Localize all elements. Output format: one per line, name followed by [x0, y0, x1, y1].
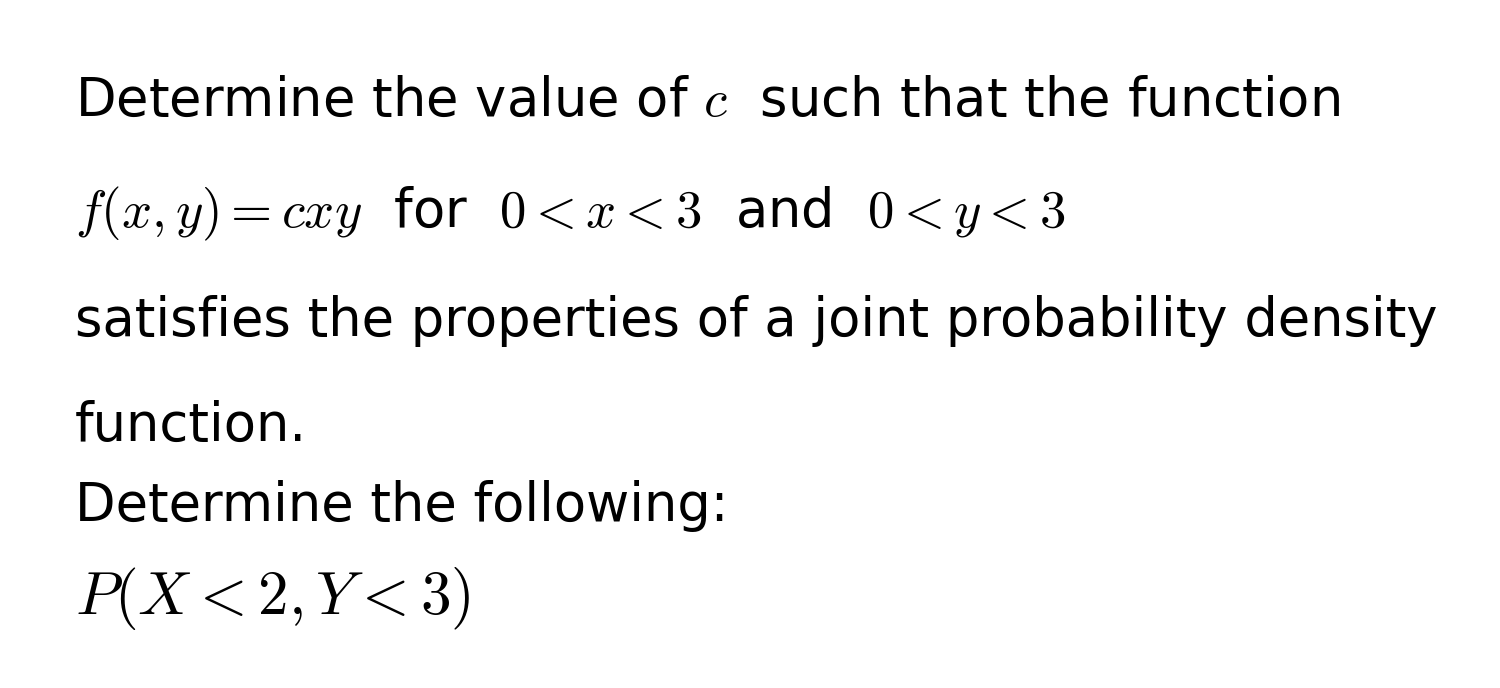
- Text: Determine the value of $c$  such that the function: Determine the value of $c$ such that the…: [75, 75, 1340, 127]
- Text: $P(X < 2, Y < 3)$: $P(X < 2, Y < 3)$: [75, 565, 471, 632]
- Text: Determine the following:: Determine the following:: [75, 480, 729, 532]
- Text: satisfies the properties of a joint probability density: satisfies the properties of a joint prob…: [75, 295, 1437, 347]
- Text: function.: function.: [75, 400, 307, 452]
- Text: $f(x, y) = cxy$  for  $0 < x < 3$  and  $0 < y < 3$: $f(x, y) = cxy$ for $0 < x < 3$ and $0 <…: [75, 185, 1065, 243]
